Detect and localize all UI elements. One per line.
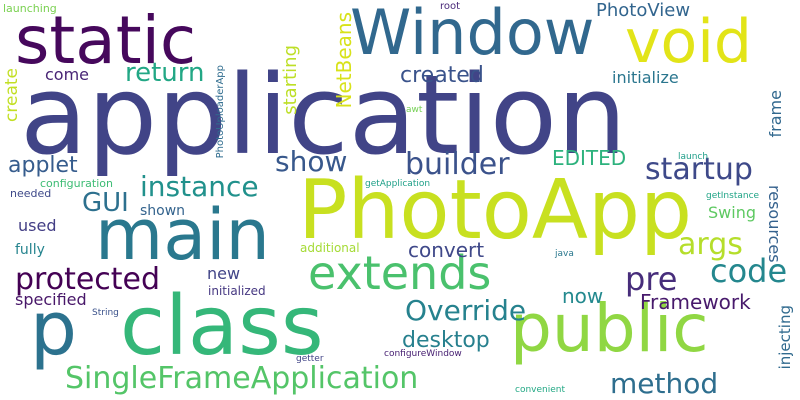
word-method: method [610, 367, 719, 400]
word-class: class [120, 279, 324, 374]
word-show: show [275, 145, 348, 178]
word-convenient: convenient [515, 385, 565, 395]
word-return: return [125, 58, 205, 88]
word-static: static [15, 2, 197, 79]
word-desktop: desktop [402, 328, 490, 353]
word-awt: awt [406, 105, 423, 115]
word-frame: frame [766, 90, 785, 138]
word-singleframeapplication: SingleFrameApplication [65, 361, 419, 396]
word-convert: convert [408, 238, 485, 262]
word-photoapp: PhotoApp [298, 163, 693, 258]
word-framework: Framework [640, 290, 751, 314]
word-builder: builder [405, 147, 510, 182]
word-main: main [95, 194, 270, 276]
word-swing: Swing [708, 203, 756, 222]
word-resources: resources [765, 185, 784, 263]
word-photouploaderapp: PhotoUploaderApp [215, 65, 226, 159]
word-initialized: initialized [208, 284, 266, 298]
word-netbeans: NetBeans [332, 12, 356, 109]
word-edited: EDITED [552, 146, 627, 170]
word-protected: protected [15, 262, 161, 297]
word-shown: shown [140, 203, 186, 219]
word-root: root [440, 1, 461, 12]
word-code: code [710, 252, 788, 290]
word-new: new [207, 264, 241, 283]
word-string: String [92, 308, 119, 318]
word-window: Window [350, 0, 595, 69]
word-p: p [30, 286, 77, 372]
word-instance: instance [140, 170, 259, 203]
word-now: now [562, 284, 604, 308]
word-override: Override [405, 294, 527, 327]
word-fully: fully [15, 242, 45, 258]
word-created: created [400, 63, 484, 88]
word-launching: launching [3, 2, 57, 15]
word-pre: pre [625, 260, 678, 298]
word-extends: extends [308, 246, 492, 300]
word-needed: needed [10, 187, 52, 200]
word-void: void [625, 7, 752, 77]
word-getinstance: getInstance [706, 191, 760, 201]
word-photoview: PhotoView [596, 0, 691, 21]
word-used: used [18, 216, 57, 235]
word-args: args [678, 227, 743, 262]
word-specified: specified [15, 290, 87, 309]
word-startup: startup [645, 152, 753, 187]
word-configurewindow: configureWindow [384, 349, 462, 359]
word-java: java [555, 249, 574, 259]
word-gui: GUI [82, 188, 129, 218]
word-additional: additional [300, 241, 360, 255]
word-initialize: initialize [612, 68, 679, 87]
word-configuration: configuration [40, 177, 113, 190]
word-applet: applet [8, 153, 78, 178]
word-create: create [2, 68, 22, 122]
word-application: application [20, 51, 627, 179]
word-come: come [45, 65, 90, 84]
word-public: public [510, 290, 709, 367]
word-getapplication: getApplication [365, 179, 431, 189]
word-launch: launch [678, 152, 709, 162]
word-injecting: injecting [776, 305, 794, 370]
word-starting: starting [280, 45, 301, 115]
word-getter: getter [296, 354, 324, 364]
